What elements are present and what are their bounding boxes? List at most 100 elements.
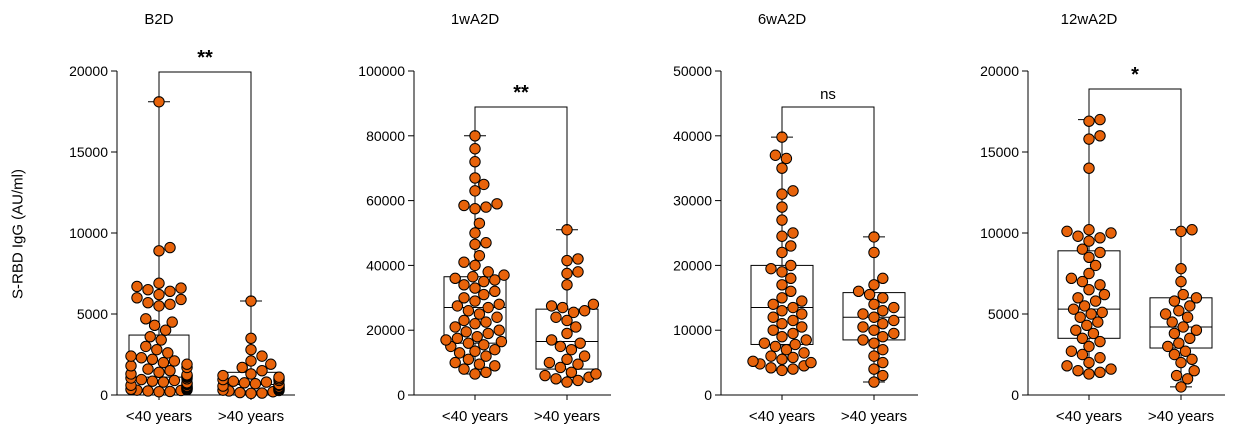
data-point (565, 343, 578, 356)
data-point (868, 324, 880, 336)
data-point (125, 350, 137, 362)
panel-title: B2D (144, 11, 173, 28)
data-point (1067, 303, 1080, 315)
y-tick-label: 100000 (358, 63, 405, 79)
data-point (868, 279, 880, 291)
y-tick-label: 20000 (366, 322, 405, 338)
data-point (765, 362, 777, 374)
data-point (217, 369, 229, 382)
data-point (491, 311, 503, 323)
data-point (578, 305, 591, 317)
data-point (796, 308, 808, 320)
data-point (1083, 284, 1095, 296)
data-point (234, 386, 246, 399)
data-point (798, 347, 810, 359)
data-point (776, 364, 788, 377)
data-point (776, 353, 788, 366)
data-point (153, 277, 165, 289)
data-point (1105, 363, 1117, 375)
data-point (159, 324, 172, 336)
y-tick-label: 0 (704, 387, 712, 403)
data-point (1085, 308, 1097, 320)
data-point (1177, 321, 1189, 333)
x-tick-label: >40 years (218, 408, 284, 425)
data-point (590, 368, 602, 380)
data-point (1065, 272, 1078, 285)
data-point (776, 279, 788, 291)
data-point (493, 298, 505, 310)
data-point (747, 355, 759, 368)
data-point (787, 185, 799, 197)
data-point (868, 246, 880, 259)
data-point (498, 269, 510, 281)
data-point (1076, 348, 1089, 361)
y-tick-label: 5000 (988, 306, 1019, 322)
y-tick-label: 0 (1011, 387, 1019, 403)
data-point (852, 285, 865, 298)
data-point (787, 327, 799, 340)
data-point (153, 245, 165, 257)
data-point (1087, 327, 1100, 340)
data-point (164, 241, 176, 254)
data-point (863, 288, 876, 301)
data-point (1096, 306, 1108, 319)
data-point (578, 350, 591, 362)
data-point (888, 327, 900, 340)
data-point (164, 298, 176, 310)
data-point (1168, 327, 1181, 340)
data-point (1083, 267, 1095, 280)
data-point (765, 262, 777, 275)
data-point (142, 385, 154, 397)
data-point (554, 340, 567, 353)
data-point (1179, 345, 1192, 357)
data-point (796, 321, 808, 333)
data-point (1094, 352, 1106, 364)
x-tick-label: <40 years (1056, 408, 1122, 425)
data-point (1083, 224, 1095, 236)
data-point (1076, 332, 1089, 344)
data-point (765, 350, 777, 362)
data-point (1094, 130, 1106, 142)
data-point (780, 152, 793, 165)
data-point (543, 356, 556, 369)
data-point (473, 217, 486, 229)
data-point (776, 246, 788, 259)
data-point (153, 96, 165, 108)
data-point (458, 279, 470, 291)
data-point (1173, 305, 1185, 317)
data-point (1177, 288, 1189, 301)
data-point (787, 351, 799, 364)
y-tick-label: 0 (100, 387, 108, 403)
y-tick-label: 15000 (69, 144, 108, 160)
data-point (1162, 340, 1174, 353)
data-point (857, 308, 869, 320)
data-point (164, 385, 176, 398)
data-point (478, 288, 490, 301)
data-point (1175, 275, 1187, 288)
data-point (453, 347, 466, 359)
y-tick-label: 60000 (366, 193, 405, 209)
data-point (572, 253, 584, 265)
data-point (789, 338, 801, 351)
data-point (142, 296, 154, 309)
data-point (144, 330, 156, 343)
data-point (776, 266, 788, 278)
data-point (469, 295, 481, 307)
x-tick-label: >40 years (1148, 408, 1214, 425)
data-point (877, 356, 889, 369)
y-tick-label: 0 (397, 387, 405, 403)
data-point (166, 316, 178, 328)
data-point (157, 376, 170, 388)
data-point (877, 272, 889, 285)
data-point (776, 330, 788, 343)
data-point (1094, 366, 1106, 379)
data-point (567, 306, 580, 319)
data-point (785, 240, 797, 252)
data-point (142, 363, 154, 375)
data-point (572, 374, 584, 387)
data-point (451, 332, 464, 344)
data-point (1094, 279, 1106, 291)
data-point (776, 305, 788, 317)
data-point (1184, 332, 1196, 344)
data-point (469, 130, 481, 142)
